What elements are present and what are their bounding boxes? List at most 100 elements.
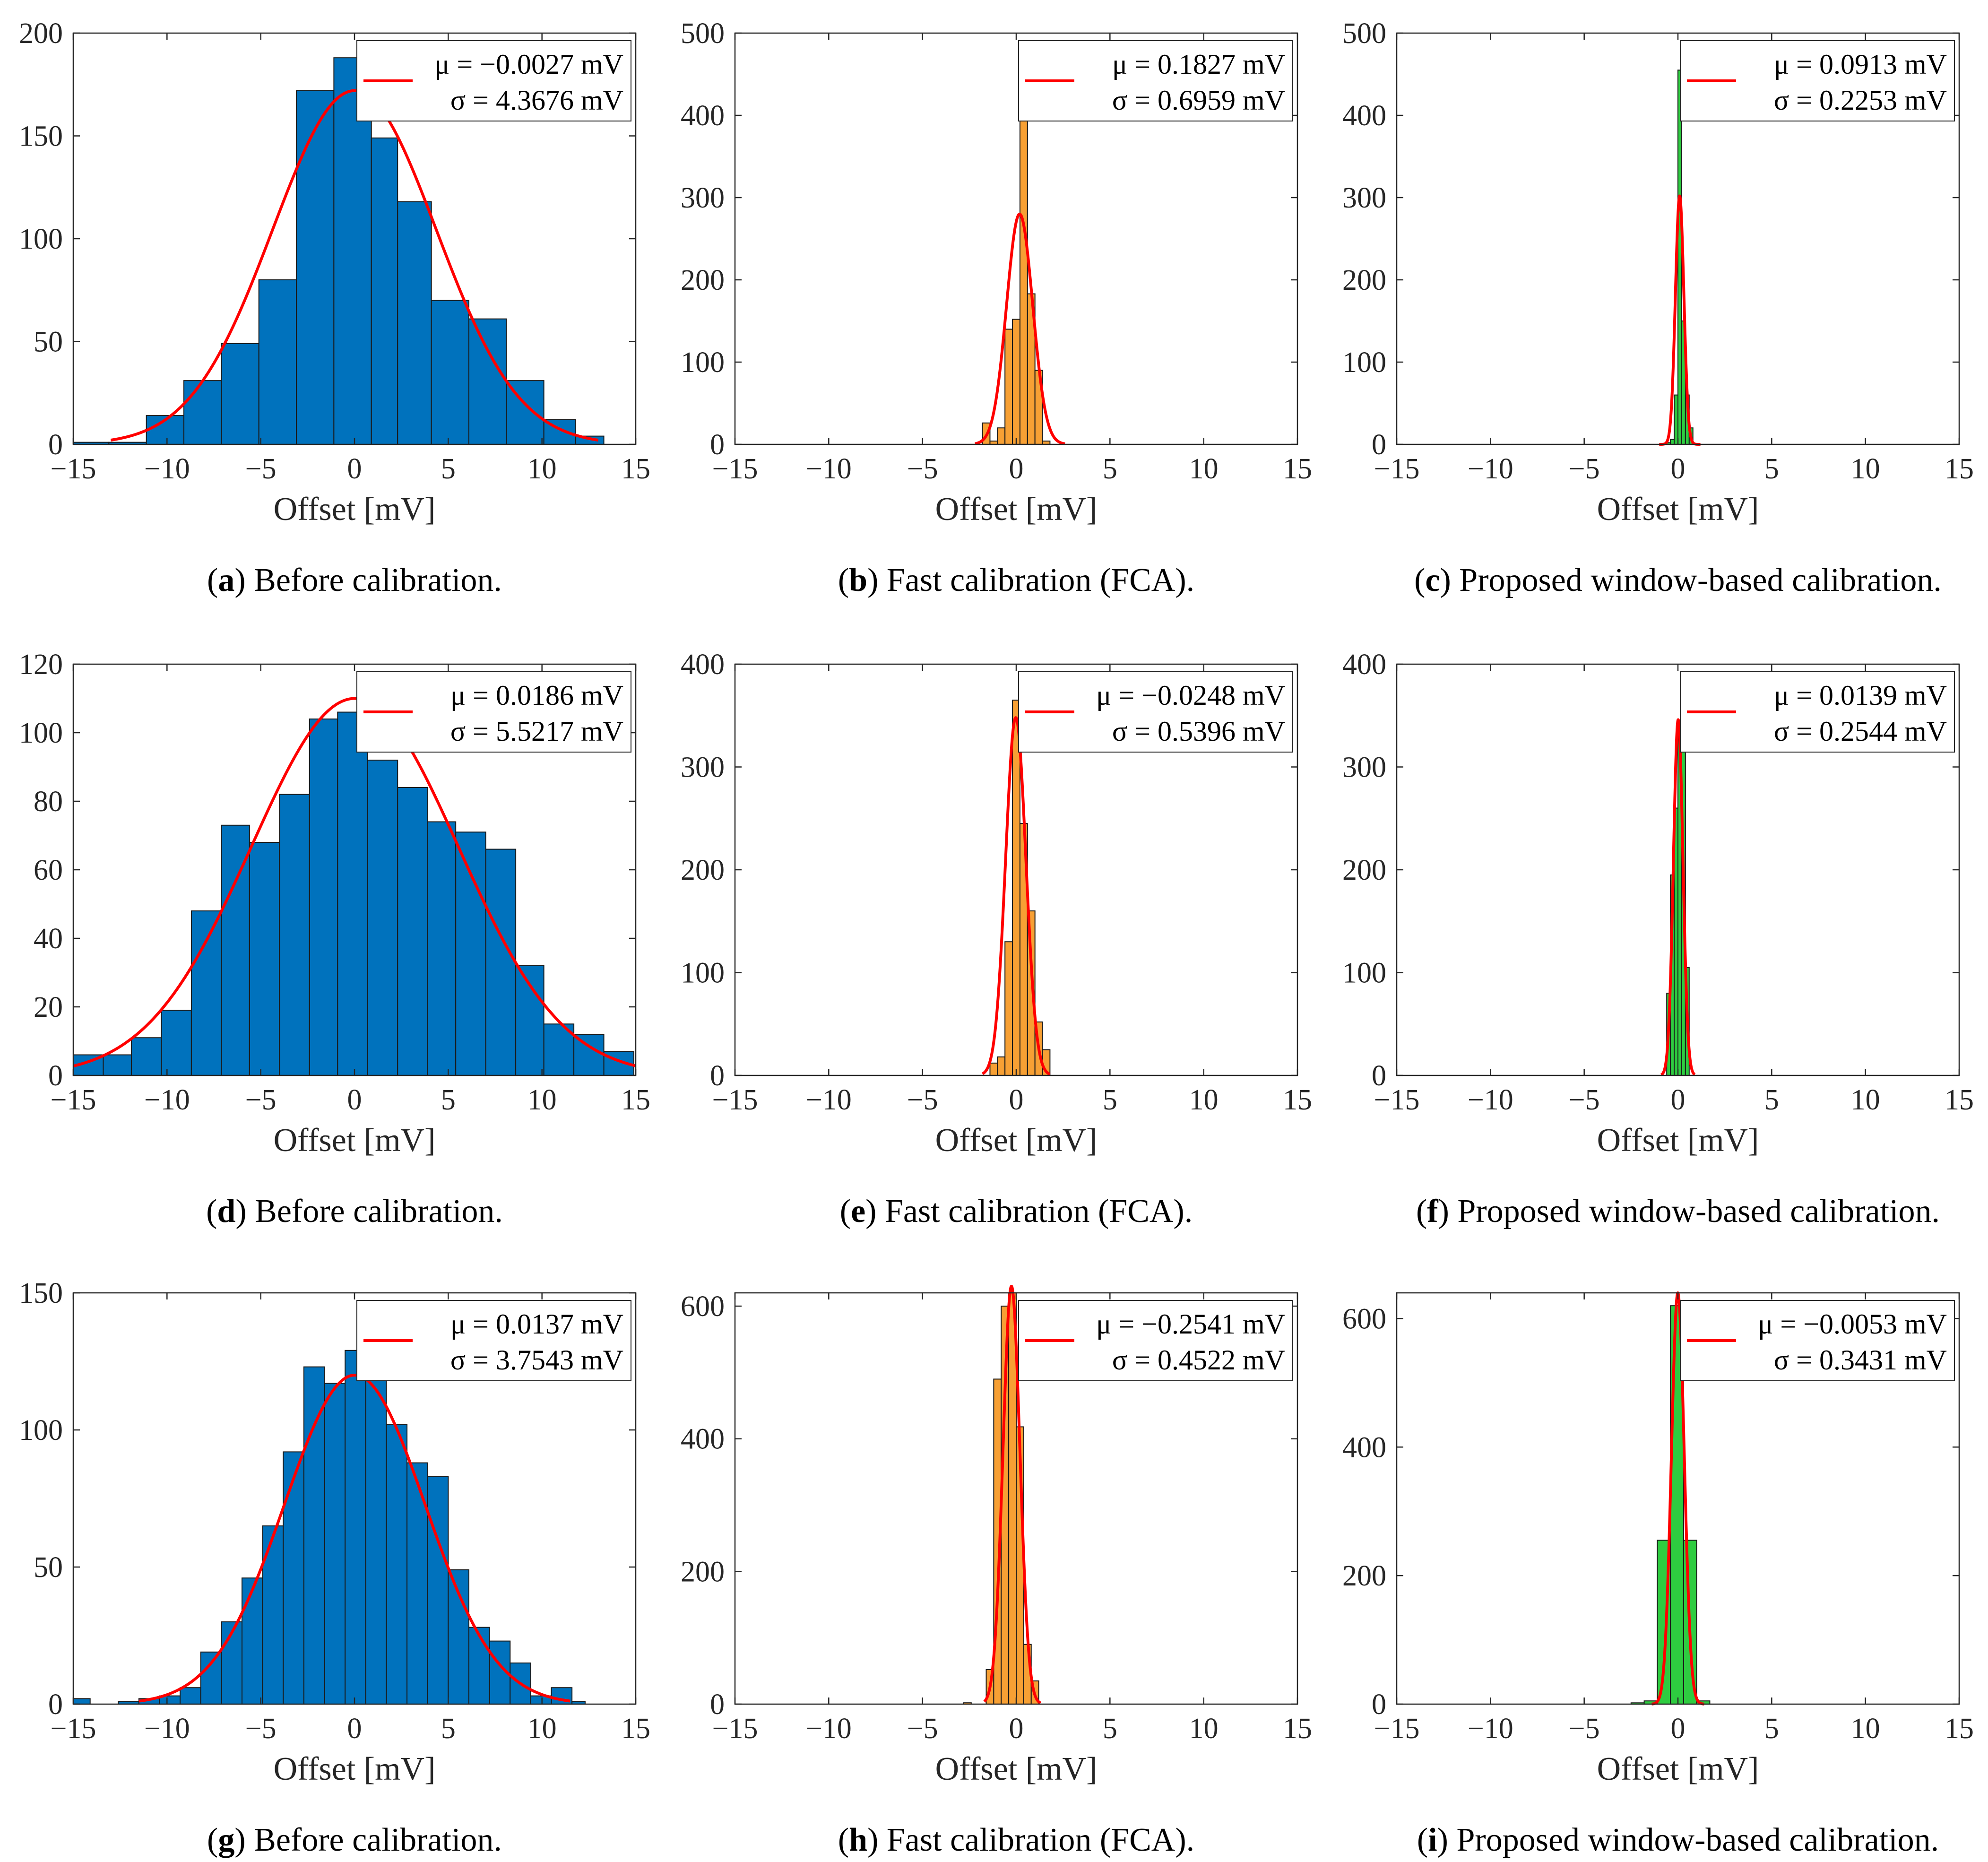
x-tick-label: 10 <box>1189 453 1219 485</box>
legend-mu: μ = −0.0027 mV <box>434 49 623 80</box>
legend-mu: μ = −0.0053 mV <box>1758 1308 1947 1340</box>
x-tick-label: 5 <box>1103 1713 1117 1745</box>
histogram-bar <box>279 794 310 1076</box>
y-tick-label: 500 <box>1342 17 1386 50</box>
y-tick-label: 0 <box>48 1689 63 1721</box>
x-tick-label: 0 <box>347 1084 362 1116</box>
x-axis-label: Offset [mV] <box>935 491 1098 528</box>
caption-open-paren: ( <box>1417 1822 1428 1858</box>
x-tick-label: 15 <box>1945 453 1974 485</box>
panel-caption: (b) Fast calibration (FCA). <box>838 562 1194 598</box>
caption-open-paren: ( <box>206 1193 217 1230</box>
x-tick-label: −5 <box>1569 1713 1600 1745</box>
legend-mu: μ = −0.2541 mV <box>1096 1308 1285 1340</box>
x-tick-label: 10 <box>527 1713 557 1745</box>
x-tick-label: 10 <box>1189 1713 1219 1745</box>
histogram-bar <box>345 1350 366 1705</box>
panel-f: −15 −10 −5 0 5 10 15 0 100 200 300 400 Offset [mV] μ … <box>1342 649 1974 1230</box>
panel-c: −15 −10 −5 0 5 10 15 0 100 200 300 400 500 Offset [mV… <box>1342 17 1974 598</box>
x-axis-label: Offset [mV] <box>274 491 436 528</box>
x-tick-label: 0 <box>1671 1084 1685 1116</box>
caption-open-paren: ( <box>207 562 218 598</box>
histogram-bar <box>485 849 517 1076</box>
y-tick-label: 50 <box>34 326 63 358</box>
histogram-bar <box>431 300 469 445</box>
histogram-bar <box>1677 69 1682 445</box>
y-tick-label: 0 <box>48 1060 63 1092</box>
y-tick-label: 300 <box>1342 752 1386 784</box>
y-tick-label: 400 <box>681 649 725 681</box>
x-tick-label: −15 <box>712 453 758 485</box>
caption-open-paren: ( <box>840 1193 851 1230</box>
x-tick-label: −15 <box>51 453 96 485</box>
x-tick-label: 15 <box>1283 1084 1312 1116</box>
histogram-bar <box>221 824 250 1076</box>
panel-h: −15 −10 −5 0 5 10 15 0 200 400 600 Offset [mV] μ = −… <box>681 1285 1312 1858</box>
y-tick-label: 400 <box>1342 649 1386 681</box>
histogram-bar <box>1674 394 1678 445</box>
caption-description: ) Proposed window-based calibration. <box>1437 1822 1939 1858</box>
x-tick-label: 10 <box>527 1084 557 1116</box>
y-tick-label: 200 <box>1342 1560 1386 1592</box>
y-tick-label: 100 <box>1342 957 1386 989</box>
x-axis-label: Offset [mV] <box>1597 1751 1759 1787</box>
histogram-bar <box>1019 105 1028 445</box>
x-axis-label: Offset [mV] <box>1597 491 1759 528</box>
legend-sigma: σ = 3.7543 mV <box>450 1344 623 1376</box>
caption-letter: h <box>849 1822 867 1858</box>
histogram-bar <box>324 1383 346 1705</box>
histogram-bar <box>303 1366 325 1705</box>
y-tick-label: 50 <box>34 1551 63 1584</box>
panel-d: −15 −10 −5 0 5 10 15 0 20 40 60 80 100 120 Offset [mV]… <box>19 649 650 1230</box>
caption-description: ) Before calibration. <box>234 1822 502 1858</box>
legend-mu: μ = −0.0248 mV <box>1096 680 1285 711</box>
y-tick-label: 400 <box>1342 1431 1386 1464</box>
histogram-bar <box>468 1627 490 1705</box>
y-tick-label: 0 <box>1372 429 1386 461</box>
panel-caption: (d) Before calibration. <box>206 1193 503 1230</box>
x-tick-label: 10 <box>1189 1084 1219 1116</box>
y-tick-label: 300 <box>681 752 725 784</box>
x-tick-label: 15 <box>1945 1084 1974 1116</box>
legend-sigma: σ = 5.5217 mV <box>450 716 623 747</box>
gaussian-fit-curve <box>138 1374 570 1703</box>
x-tick-label: 15 <box>621 1084 650 1116</box>
histogram-bar <box>427 821 457 1076</box>
caption-letter: c <box>1425 562 1440 598</box>
gaussian-fit-curve <box>73 697 636 1068</box>
y-tick-label: 150 <box>19 1277 63 1309</box>
y-tick-label: 0 <box>1372 1060 1386 1092</box>
x-tick-label: 0 <box>1009 1084 1024 1116</box>
panel-caption: (e) Fast calibration (FCA). <box>840 1193 1193 1230</box>
x-axis-label: Offset [mV] <box>274 1751 436 1787</box>
histogram-bar <box>333 57 372 445</box>
y-tick-label: 400 <box>681 100 725 132</box>
x-tick-label: −15 <box>1374 1713 1420 1745</box>
y-tick-label: 200 <box>681 854 725 886</box>
histogram-bar <box>997 427 1006 445</box>
y-tick-label: 600 <box>1342 1303 1386 1335</box>
y-tick-label: 500 <box>681 17 725 50</box>
panel-caption: (a) Before calibration. <box>207 562 502 598</box>
histogram-bar <box>573 1034 605 1076</box>
legend-mu: μ = 0.0913 mV <box>1774 49 1947 80</box>
legend-sigma: σ = 0.2544 mV <box>1774 716 1947 747</box>
x-tick-label: −5 <box>907 1084 938 1116</box>
x-tick-label: −5 <box>245 1084 277 1116</box>
panel-i: −15 −10 −5 0 5 10 15 0 200 400 600 Offset [mV] μ = −… <box>1342 1291 1974 1858</box>
x-tick-label: −10 <box>144 1713 190 1745</box>
caption-letter: a <box>218 562 234 598</box>
y-tick-label: 0 <box>1372 1689 1386 1721</box>
legend-sigma: σ = 0.6959 mV <box>1112 85 1285 116</box>
y-tick-label: 80 <box>34 786 63 818</box>
histogram-bar <box>249 842 280 1076</box>
panel-caption: (f) Proposed window-based calibration. <box>1416 1193 1940 1230</box>
x-tick-label: −15 <box>51 1084 96 1116</box>
x-tick-label: −15 <box>1374 1084 1420 1116</box>
x-tick-label: 15 <box>621 1713 650 1745</box>
legend-mu: μ = 0.1827 mV <box>1112 49 1285 80</box>
x-axis-label: Offset [mV] <box>935 1751 1098 1787</box>
histogram-bar <box>1008 1292 1017 1705</box>
y-tick-label: 300 <box>1342 182 1386 214</box>
